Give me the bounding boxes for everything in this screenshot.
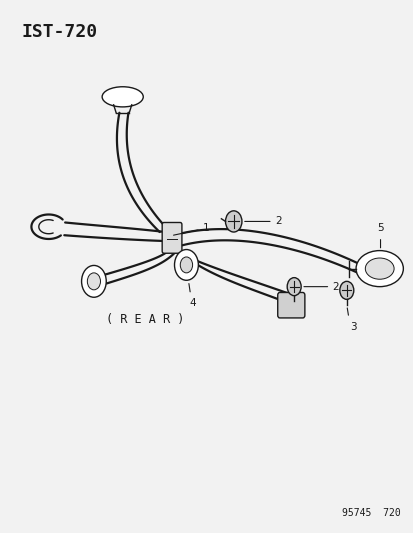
Text: ( R E A R ): ( R E A R ) <box>106 313 184 326</box>
Ellipse shape <box>180 257 192 273</box>
Circle shape <box>225 211 241 232</box>
Ellipse shape <box>174 249 198 280</box>
Ellipse shape <box>364 258 393 279</box>
Ellipse shape <box>87 273 100 290</box>
Text: 3: 3 <box>349 322 356 332</box>
Text: 2: 2 <box>274 216 281 227</box>
Ellipse shape <box>81 265 106 297</box>
Text: 1: 1 <box>202 223 209 233</box>
FancyBboxPatch shape <box>277 293 304 318</box>
Ellipse shape <box>355 251 402 287</box>
Text: 95745  720: 95745 720 <box>341 508 399 519</box>
Circle shape <box>339 281 353 300</box>
Circle shape <box>287 278 300 296</box>
Text: IST-720: IST-720 <box>22 22 98 41</box>
Ellipse shape <box>102 87 143 107</box>
Text: 2: 2 <box>332 281 338 292</box>
FancyBboxPatch shape <box>162 222 181 253</box>
Text: 5: 5 <box>376 223 383 232</box>
Text: 4: 4 <box>189 298 196 308</box>
